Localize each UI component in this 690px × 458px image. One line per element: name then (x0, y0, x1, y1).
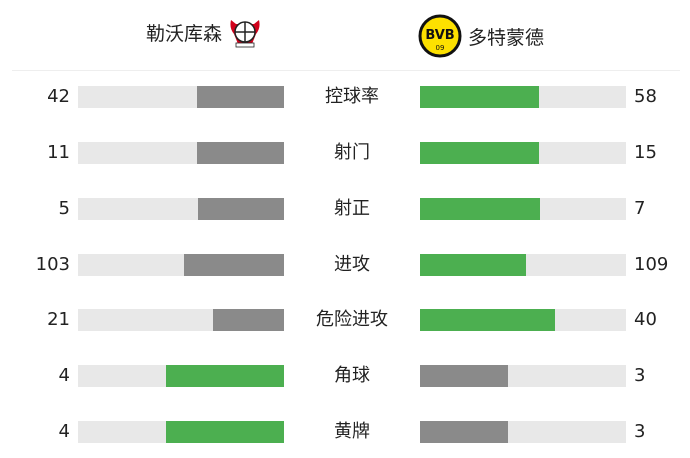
away-bar-fill (420, 421, 509, 443)
stat-row: 11 射门 15 (0, 142, 690, 164)
home-bar-fill (166, 365, 284, 387)
away-bar-track (420, 309, 626, 331)
home-value: 103 (35, 254, 70, 275)
home-bar-fill (198, 198, 284, 220)
away-value: 40 (634, 309, 657, 330)
match-header: 勒沃库森 BVB 09 多特蒙德 (0, 0, 690, 62)
stat-label: 角球 (334, 365, 370, 386)
stat-row: 103 进攻 109 (0, 254, 690, 276)
stat-row: 21 危险进攻 40 (0, 309, 690, 331)
away-bar-track (420, 198, 626, 220)
away-bar-track (420, 86, 626, 108)
stat-label: 黄牌 (334, 421, 370, 442)
home-value: 42 (47, 86, 70, 107)
home-bar-fill (197, 86, 284, 108)
home-value: 4 (58, 365, 70, 386)
bayer-leverkusen-crest-icon (230, 20, 260, 48)
away-value: 3 (634, 421, 646, 442)
home-team-name: 勒沃库森 (146, 22, 223, 45)
away-bar-fill (420, 86, 540, 108)
stat-row: 4 角球 3 (0, 365, 690, 387)
home-bar-track (78, 309, 284, 331)
svg-text:09: 09 (436, 44, 445, 52)
away-bar-fill (420, 309, 556, 331)
away-team-name: 多特蒙德 (468, 26, 545, 49)
stat-label: 控球率 (325, 86, 379, 107)
stat-label: 危险进攻 (316, 309, 388, 330)
home-bar-track (78, 421, 284, 443)
home-value: 5 (58, 198, 70, 219)
home-value: 21 (47, 309, 70, 330)
home-bar-track (78, 86, 284, 108)
away-bar-track (420, 365, 626, 387)
away-value: 3 (634, 365, 646, 386)
stat-row: 5 射正 7 (0, 198, 690, 220)
home-bar-fill (213, 309, 284, 331)
stat-label: 射门 (334, 142, 370, 163)
away-bar-fill (420, 142, 539, 164)
svg-text:BVB: BVB (425, 28, 454, 43)
home-bar-track (78, 142, 284, 164)
stat-row: 42 控球率 58 (0, 86, 690, 108)
away-bar-fill (420, 254, 526, 276)
stat-label: 射正 (334, 198, 370, 219)
home-bar-track (78, 198, 284, 220)
stat-row: 4 黄牌 3 (0, 421, 690, 443)
away-value: 58 (634, 86, 657, 107)
home-bar-fill (183, 254, 284, 276)
away-value: 15 (634, 142, 657, 163)
divider (12, 70, 680, 71)
away-bar-fill (420, 365, 509, 387)
bvb-crest-icon: BVB 09 (418, 14, 462, 58)
home-bar-track (78, 254, 284, 276)
away-bar-track (420, 421, 626, 443)
away-bar-track (420, 142, 626, 164)
home-value: 11 (47, 142, 70, 163)
home-bar-track (78, 365, 284, 387)
home-team: 勒沃库森 (146, 14, 262, 50)
away-value: 109 (634, 254, 669, 275)
home-value: 4 (58, 421, 70, 442)
home-bar-fill (166, 421, 284, 443)
away-bar-track (420, 254, 626, 276)
away-team: BVB 09 多特蒙德 (418, 14, 544, 58)
away-bar-fill (420, 198, 541, 220)
home-bar-fill (196, 142, 284, 164)
stat-label: 进攻 (334, 254, 370, 275)
away-value: 7 (634, 198, 646, 219)
